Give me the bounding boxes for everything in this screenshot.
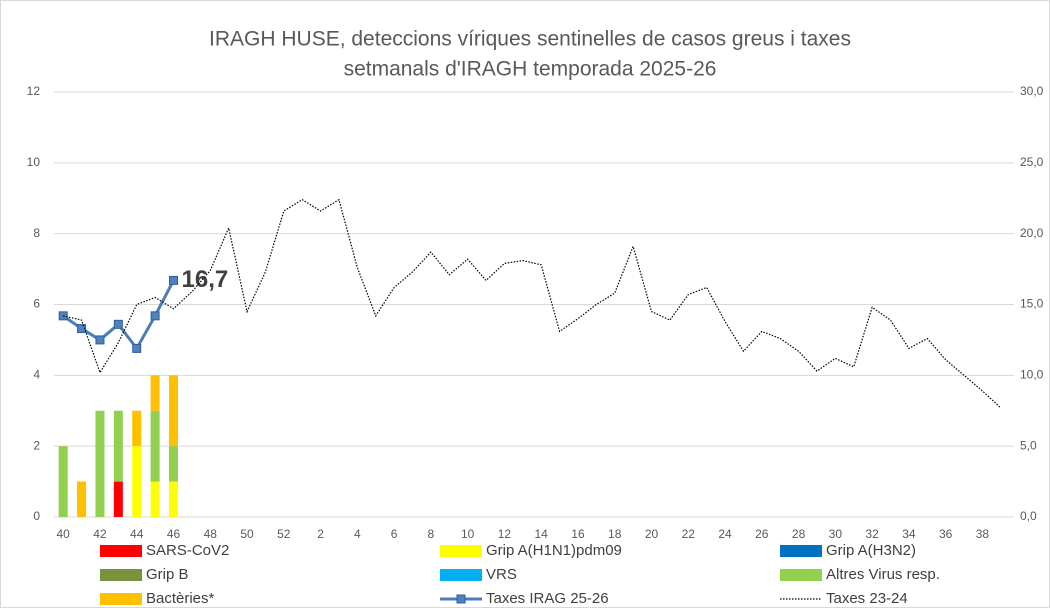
bar-segment <box>95 410 105 517</box>
y-tick-label: 10 <box>27 155 41 169</box>
bar-segment <box>150 410 160 482</box>
legend-label: Taxes 23-24 <box>826 590 908 607</box>
x-tick-label: 32 <box>865 527 879 541</box>
bar-segment <box>169 481 178 517</box>
legend-swatch <box>780 569 822 581</box>
legend-swatch <box>100 569 142 581</box>
x-tick-label: 14 <box>535 527 549 541</box>
legend-label: Grip B <box>146 566 189 583</box>
y2-tick-label: 5,0 <box>1020 438 1037 452</box>
line-marker <box>113 319 123 329</box>
legend-label: Bactèries* <box>146 590 215 607</box>
y2-tick-label: 25,0 <box>1020 155 1044 169</box>
y2-tick-label: 10,0 <box>1020 368 1044 382</box>
line-marker <box>95 335 105 345</box>
legend-swatch <box>440 545 482 557</box>
line-marker <box>169 275 178 285</box>
x-tick-label: 22 <box>682 527 696 541</box>
legend-label: SARS-CoV2 <box>146 542 229 559</box>
y-tick-label: 2 <box>33 438 40 452</box>
x-tick-label: 18 <box>608 527 622 541</box>
legend-marker <box>456 594 466 604</box>
bar-segment <box>113 410 123 482</box>
x-tick-label: 6 <box>391 527 398 541</box>
y-tick-label: 8 <box>33 226 40 240</box>
x-tick-label: 48 <box>204 527 218 541</box>
bar-segment <box>169 375 178 447</box>
y2-tick-label: 0,0 <box>1020 509 1037 523</box>
x-tick-label: 4 <box>354 527 361 541</box>
legend-swatch <box>780 545 822 557</box>
legend-label: VRS <box>486 566 517 583</box>
legend-swatch <box>100 545 142 557</box>
legend-swatch <box>440 569 482 581</box>
y2-tick-label: 15,0 <box>1020 297 1044 311</box>
y-tick-label: 12 <box>27 84 41 98</box>
x-tick-label: 30 <box>829 527 843 541</box>
bar-segment <box>113 481 123 517</box>
x-tick-label: 20 <box>645 527 659 541</box>
x-tick-label: 16 <box>571 527 585 541</box>
x-tick-label: 2 <box>317 527 324 541</box>
x-tick-label: 42 <box>93 527 107 541</box>
legend-label: Taxes IRAG 25-26 <box>486 590 609 607</box>
x-tick-label: 12 <box>498 527 512 541</box>
y2-tick-label: 30,0 <box>1020 84 1044 98</box>
y-tick-label: 4 <box>33 368 40 382</box>
bar-segment <box>150 375 160 411</box>
bar-segment <box>150 481 160 517</box>
x-tick-label: 52 <box>277 527 291 541</box>
legend-label: Grip A(H1N1)pdm09 <box>486 542 622 559</box>
x-tick-label: 46 <box>167 527 181 541</box>
legend-swatch <box>100 593 142 605</box>
x-tick-label: 38 <box>976 527 990 541</box>
line-marker <box>132 343 142 353</box>
legend-label: Altres Virus resp. <box>826 566 940 583</box>
y2-tick-label: 20,0 <box>1020 226 1044 240</box>
data-label: 16,7 <box>182 266 229 293</box>
x-tick-label: 10 <box>461 527 475 541</box>
line-marker <box>150 311 160 321</box>
x-tick-label: 50 <box>240 527 254 541</box>
y-tick-label: 6 <box>33 297 40 311</box>
bar-segment <box>169 446 178 482</box>
chart-title: IRAGH HUSE, deteccions víriques sentinel… <box>209 28 851 51</box>
x-tick-label: 26 <box>755 527 769 541</box>
legend-label: Grip A(H3N2) <box>826 542 916 559</box>
x-tick-label: 24 <box>718 527 732 541</box>
line <box>63 198 1002 409</box>
bar-segment <box>77 481 87 517</box>
chart-title: setmanals d'IRAGH temporada 2025-26 <box>344 58 717 81</box>
y-tick-label: 0 <box>33 509 40 523</box>
bar-segment <box>58 446 68 517</box>
x-tick-label: 34 <box>902 527 916 541</box>
x-tick-label: 8 <box>428 527 435 541</box>
line-marker <box>77 324 87 334</box>
x-tick-label: 28 <box>792 527 806 541</box>
bar-segment <box>132 446 142 517</box>
x-tick-label: 36 <box>939 527 953 541</box>
bar-segment <box>132 410 142 447</box>
x-tick-label: 40 <box>57 527 71 541</box>
x-tick-label: 44 <box>130 527 144 541</box>
